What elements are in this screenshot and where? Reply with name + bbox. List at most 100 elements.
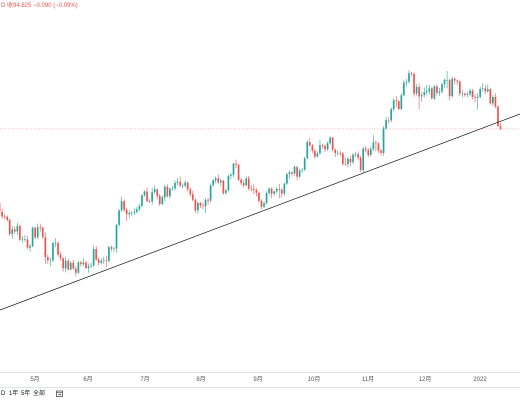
range-bar-border xyxy=(0,387,520,388)
candle-body xyxy=(62,258,64,269)
candle-body xyxy=(431,88,433,99)
candle xyxy=(364,146,367,153)
candle xyxy=(92,246,95,267)
candle-body xyxy=(258,192,260,201)
candle xyxy=(72,259,75,270)
candle-body xyxy=(36,227,39,238)
candle xyxy=(247,175,250,191)
candle xyxy=(349,155,352,167)
trendline[interactable] xyxy=(0,113,520,311)
candle xyxy=(448,78,451,101)
candle-body xyxy=(102,260,105,262)
range-button-1y[interactable]: 1年 xyxy=(9,391,19,397)
candle xyxy=(499,122,502,131)
range-button-ytd[interactable]: D xyxy=(1,391,6,397)
candle xyxy=(169,187,171,199)
candle xyxy=(265,191,268,205)
candle-body xyxy=(222,180,225,194)
candle-body xyxy=(77,262,80,273)
candle-body xyxy=(357,154,359,158)
candle xyxy=(113,246,115,253)
candle xyxy=(52,241,54,263)
candle xyxy=(344,157,347,166)
candle xyxy=(326,141,329,151)
candle xyxy=(456,79,459,85)
candle-body xyxy=(136,209,138,212)
candlestick-chart[interactable] xyxy=(0,0,520,372)
candle-body xyxy=(451,78,454,97)
candle-body xyxy=(74,268,77,273)
candle-body xyxy=(34,227,36,238)
candle-body xyxy=(176,181,179,183)
candle-body xyxy=(105,260,108,262)
candle-body xyxy=(441,84,443,92)
candle-body xyxy=(314,150,316,157)
candle xyxy=(31,226,34,248)
candle xyxy=(151,187,153,205)
candle xyxy=(474,94,476,103)
candle xyxy=(64,256,67,273)
candle xyxy=(59,251,62,261)
candle xyxy=(105,256,108,268)
candle-body xyxy=(331,137,334,150)
candle-body xyxy=(403,82,405,96)
candle xyxy=(400,93,403,111)
candle-body xyxy=(270,188,273,194)
candle-body xyxy=(321,145,324,147)
candle-body xyxy=(390,109,393,121)
candle-body xyxy=(298,170,301,177)
candle xyxy=(34,227,36,240)
range-button-5y[interactable]: 5年 xyxy=(21,391,31,397)
candle xyxy=(273,190,276,197)
x-tick-label: 5月 xyxy=(30,377,40,383)
range-button-all[interactable]: 全部 xyxy=(33,391,46,397)
candle xyxy=(21,236,24,243)
candle-body xyxy=(336,152,339,154)
candle-body xyxy=(324,146,326,150)
candle-body xyxy=(364,148,367,151)
candle-body xyxy=(67,260,70,270)
candle xyxy=(372,135,375,152)
candle xyxy=(189,187,192,197)
candle xyxy=(410,71,413,77)
candle xyxy=(387,117,390,124)
candle xyxy=(324,144,326,152)
candle xyxy=(357,151,359,161)
candle-body xyxy=(341,153,344,164)
candle xyxy=(278,184,281,199)
candle-body xyxy=(476,96,479,98)
candle xyxy=(405,78,408,87)
candle xyxy=(334,148,337,157)
candle xyxy=(339,150,342,156)
candle xyxy=(156,188,159,200)
candle xyxy=(100,258,103,265)
candle-body xyxy=(375,142,377,144)
candle xyxy=(219,178,222,186)
candle xyxy=(128,210,131,219)
candle-body xyxy=(369,148,372,155)
candle xyxy=(242,180,245,188)
candle-body xyxy=(354,154,357,155)
candle-body xyxy=(278,188,281,190)
candle xyxy=(181,183,184,189)
candle-body xyxy=(16,225,19,232)
x-tick-label: 6月 xyxy=(83,377,93,383)
candle xyxy=(436,84,438,96)
candle-body xyxy=(171,188,174,189)
candle xyxy=(77,261,80,274)
candle xyxy=(408,69,410,84)
candle xyxy=(250,185,253,192)
goto-date-icon[interactable] xyxy=(56,390,63,397)
candle-body xyxy=(423,92,426,96)
candle xyxy=(87,263,90,273)
candle-body xyxy=(461,93,464,95)
candle xyxy=(428,84,431,95)
candle-body xyxy=(250,188,253,190)
candle-body xyxy=(306,142,309,159)
x-tick-label: 8月 xyxy=(196,377,206,383)
candle-body xyxy=(471,90,474,97)
candle-body xyxy=(148,201,151,202)
candle-body xyxy=(395,100,398,102)
candle-body xyxy=(87,266,90,269)
candle-body xyxy=(387,120,390,121)
